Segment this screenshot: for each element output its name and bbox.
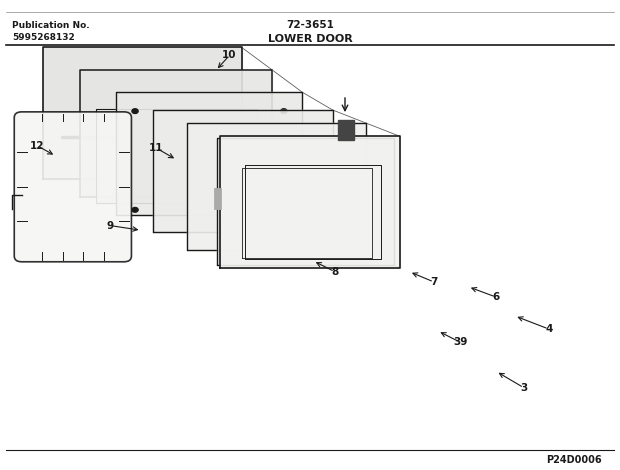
Bar: [338, 120, 354, 140]
Bar: [214, 188, 221, 209]
Polygon shape: [96, 109, 257, 203]
FancyBboxPatch shape: [14, 112, 131, 262]
Polygon shape: [217, 138, 394, 265]
Text: P24D0006: P24D0006: [546, 455, 601, 465]
Text: 12: 12: [30, 141, 45, 151]
Text: 39: 39: [453, 337, 467, 347]
Polygon shape: [153, 110, 333, 232]
Polygon shape: [242, 168, 373, 258]
Polygon shape: [187, 123, 366, 250]
Polygon shape: [220, 136, 400, 268]
Text: 10: 10: [222, 50, 237, 61]
Circle shape: [281, 109, 287, 113]
Polygon shape: [117, 92, 303, 214]
Polygon shape: [80, 70, 272, 197]
Polygon shape: [321, 180, 349, 231]
Circle shape: [281, 207, 287, 212]
Text: eReplacementParts.com: eReplacementParts.com: [229, 228, 391, 242]
Text: 3: 3: [520, 383, 528, 393]
Text: 72-3651: 72-3651: [286, 20, 334, 30]
Text: 5995268132: 5995268132: [12, 33, 75, 42]
Text: 4: 4: [545, 324, 552, 334]
Circle shape: [132, 207, 138, 212]
Text: 11: 11: [149, 143, 164, 153]
Circle shape: [132, 109, 138, 113]
Text: Publication No.: Publication No.: [12, 21, 90, 30]
Text: LOWER DOOR: LOWER DOOR: [268, 34, 352, 44]
Polygon shape: [43, 47, 242, 179]
Text: 7: 7: [430, 277, 438, 287]
Text: 9: 9: [107, 220, 114, 231]
Text: 6: 6: [492, 292, 500, 302]
Text: 8: 8: [331, 266, 339, 277]
